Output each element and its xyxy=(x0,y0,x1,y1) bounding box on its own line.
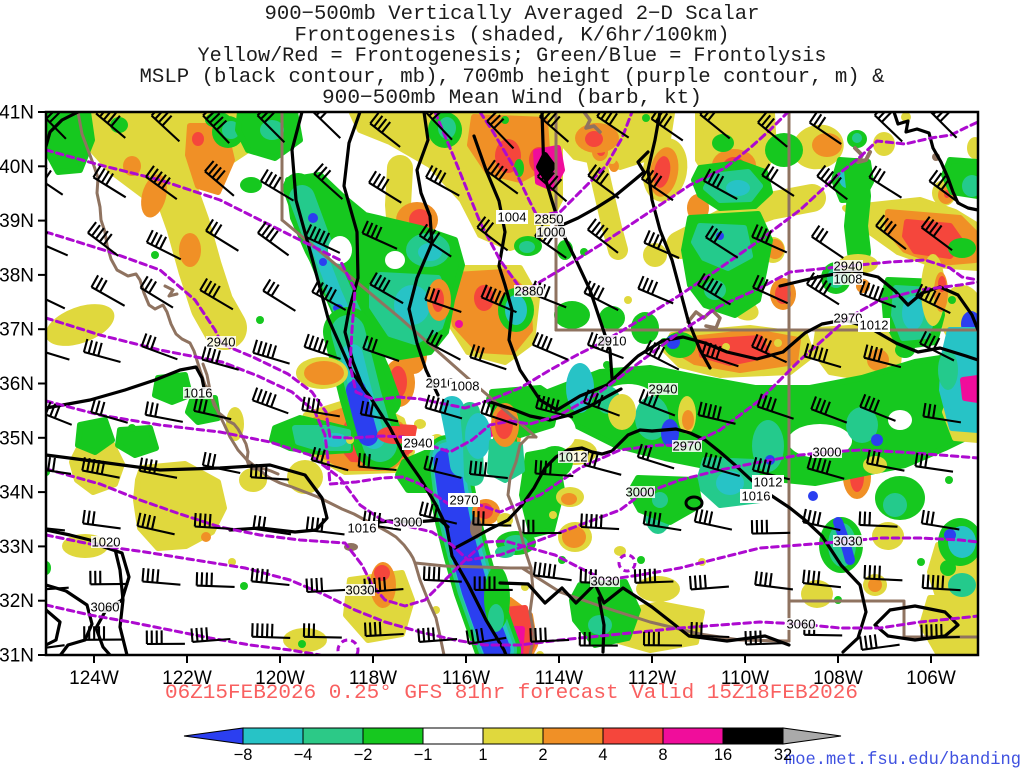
svg-text:900−500mb Mean Wind (barb, kt): 900−500mb Mean Wind (barb, kt) xyxy=(322,87,702,110)
svg-text:16: 16 xyxy=(714,746,732,764)
svg-text:1016: 1016 xyxy=(742,489,771,504)
svg-text:110W: 110W xyxy=(721,668,769,689)
svg-text:−8: −8 xyxy=(234,746,253,764)
svg-text:4: 4 xyxy=(598,746,607,764)
svg-text:MSLP (black contour, mb), 700m: MSLP (black contour, mb), 700mb height (… xyxy=(140,66,885,89)
svg-text:39N: 39N xyxy=(0,211,34,232)
svg-text:116W: 116W xyxy=(442,668,490,689)
svg-text:8: 8 xyxy=(658,746,667,764)
svg-text:2940: 2940 xyxy=(834,259,863,274)
svg-text:2910: 2910 xyxy=(598,334,627,349)
svg-text:2940: 2940 xyxy=(649,382,678,397)
svg-text:1: 1 xyxy=(478,746,487,764)
svg-text:1012: 1012 xyxy=(559,450,588,465)
svg-text:1016: 1016 xyxy=(184,386,213,401)
svg-text:900−500mb Vertically Averaged: 900−500mb Vertically Averaged 2−D Scalar xyxy=(265,3,760,26)
svg-text:3060: 3060 xyxy=(91,600,120,615)
svg-text:3030: 3030 xyxy=(591,574,620,589)
svg-text:38N: 38N xyxy=(0,265,34,286)
svg-text:122W: 122W xyxy=(162,668,212,689)
svg-text:2910: 2910 xyxy=(426,376,455,391)
svg-text:1008: 1008 xyxy=(451,379,480,394)
svg-text:31N: 31N xyxy=(0,646,34,667)
svg-text:−2: −2 xyxy=(354,746,373,764)
svg-text:1004: 1004 xyxy=(498,210,527,225)
svg-text:37N: 37N xyxy=(0,320,34,341)
svg-text:moe.met.fsu.edu/banding: moe.met.fsu.edu/banding xyxy=(785,750,1021,768)
svg-text:32N: 32N xyxy=(0,591,34,612)
svg-text:−1: −1 xyxy=(414,746,433,764)
svg-text:3000: 3000 xyxy=(813,445,842,460)
svg-text:32: 32 xyxy=(774,746,792,764)
svg-text:108W: 108W xyxy=(813,668,863,689)
svg-text:1020: 1020 xyxy=(92,535,121,550)
svg-text:3000: 3000 xyxy=(626,485,655,500)
svg-text:1016: 1016 xyxy=(348,521,377,536)
svg-text:3060: 3060 xyxy=(787,617,816,632)
svg-text:114W: 114W xyxy=(535,668,583,689)
svg-text:2: 2 xyxy=(538,746,547,764)
svg-text:3030: 3030 xyxy=(346,583,375,598)
svg-text:−4: −4 xyxy=(294,746,313,764)
svg-text:1000: 1000 xyxy=(537,225,566,240)
svg-text:3030: 3030 xyxy=(834,534,863,549)
svg-text:33N: 33N xyxy=(0,537,34,558)
svg-text:1012: 1012 xyxy=(754,475,783,490)
svg-text:120W: 120W xyxy=(255,668,305,689)
svg-text:36N: 36N xyxy=(0,374,34,395)
svg-text:41N: 41N xyxy=(0,103,34,124)
svg-text:124W: 124W xyxy=(69,668,119,689)
svg-text:3000: 3000 xyxy=(394,515,423,530)
svg-text:35N: 35N xyxy=(0,428,34,449)
svg-text:40N: 40N xyxy=(0,157,34,178)
svg-text:106W: 106W xyxy=(906,668,956,689)
svg-text:2880: 2880 xyxy=(515,284,544,299)
svg-text:118W: 118W xyxy=(349,668,397,689)
svg-text:2940: 2940 xyxy=(207,335,236,350)
svg-text:1008: 1008 xyxy=(834,272,863,287)
svg-text:06Z15FEB2026 0.25° GFS 81hr fo: 06Z15FEB2026 0.25° GFS 81hr forecast Val… xyxy=(165,682,858,705)
svg-text:2970: 2970 xyxy=(673,439,702,454)
svg-text:Frontogenesis (shaded, K/6hr/1: Frontogenesis (shaded, K/6hr/100km) xyxy=(295,25,730,48)
svg-text:34N: 34N xyxy=(0,483,34,504)
svg-text:2850: 2850 xyxy=(535,212,564,227)
svg-text:2940: 2940 xyxy=(404,436,433,451)
svg-text:1012: 1012 xyxy=(860,318,889,333)
svg-text:Yellow/Red = Frontogenesis; G: Yellow/Red = Frontogenesis; Green/Blue =… xyxy=(198,45,827,68)
svg-text:2970: 2970 xyxy=(834,311,863,326)
svg-text:112W: 112W xyxy=(628,668,676,689)
svg-text:2970: 2970 xyxy=(450,493,479,508)
